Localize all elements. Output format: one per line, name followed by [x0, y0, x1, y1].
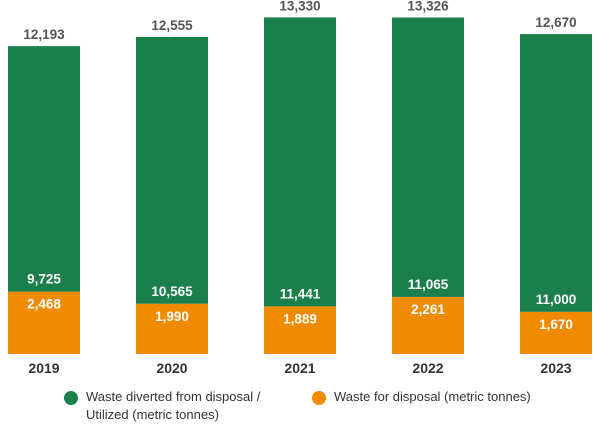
x-tick-2023: 2023	[540, 360, 571, 376]
disposal-label-2020: 1,990	[155, 309, 189, 324]
bar-diverted-2020	[136, 36, 208, 304]
total-label-2020: 12,555	[151, 18, 193, 33]
total-label-2022: 13,326	[407, 0, 449, 14]
diverted-label-2023: 11,000	[536, 292, 577, 307]
stacked-bar-chart: 12,193 9,725 2,468 2019 12,555 10,565 1,990 202…	[8, 0, 592, 376]
diverted-label-2022: 11,065	[408, 277, 449, 292]
legend-item-disposal: Waste for disposal (metric tonnes)	[312, 388, 592, 406]
x-tick-2022: 2022	[412, 360, 443, 376]
bar-disposal-2021	[264, 306, 336, 354]
bar-disposal-2022	[392, 296, 464, 354]
diverted-label-2021: 11,441	[280, 286, 321, 301]
diverted-label-2019: 9,725	[27, 272, 61, 287]
total-label-2023: 12,670	[535, 15, 576, 30]
diverted-label-2020: 10,565	[151, 284, 193, 299]
legend-swatch-disposal	[312, 391, 326, 405]
disposal-label-2021: 1,889	[283, 311, 317, 326]
bar-disposal-2023	[520, 311, 592, 354]
disposal-label-2022: 2,261	[411, 302, 445, 317]
legend: Waste diverted from disposal / Utilized …	[0, 388, 600, 426]
legend-label-disposal: Waste for disposal (metric tonnes)	[334, 389, 531, 404]
bar-diverted-2019	[8, 46, 80, 292]
bar-diverted-2022	[392, 17, 464, 297]
disposal-label-2019: 2,468	[27, 297, 61, 312]
bar-disposal-2019	[8, 291, 80, 354]
legend-item-diverted: Waste diverted from disposal / Utilized …	[64, 388, 294, 424]
legend-label-diverted: Waste diverted from disposal / Utilized …	[86, 389, 261, 422]
bar-disposal-2020	[136, 303, 208, 354]
x-tick-2020: 2020	[156, 360, 187, 376]
total-label-2021: 13,330	[279, 0, 320, 13]
x-tick-2019: 2019	[28, 360, 59, 376]
bar-diverted-2023	[520, 34, 592, 312]
x-tick-2021: 2021	[284, 360, 315, 376]
disposal-label-2023: 1,670	[539, 317, 573, 332]
legend-swatch-diverted	[64, 391, 78, 405]
bar-diverted-2021	[264, 17, 336, 307]
total-label-2019: 12,193	[23, 27, 65, 42]
